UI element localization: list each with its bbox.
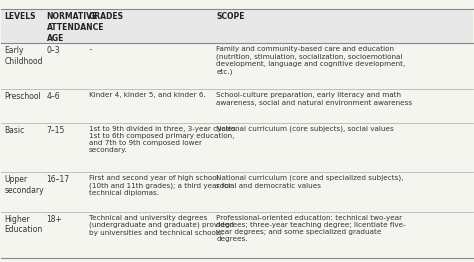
Bar xyxy=(1,9,473,43)
Text: Technical and university degrees
(undergraduate and graduate) provided
by univer: Technical and university degrees (underg… xyxy=(89,215,234,236)
Text: GRADES: GRADES xyxy=(89,12,124,21)
Text: Upper
secondary: Upper secondary xyxy=(4,175,44,195)
Text: Early
Childhood: Early Childhood xyxy=(4,46,43,66)
Text: School-culture preparation, early literacy and math
awareness, social and natura: School-culture preparation, early litera… xyxy=(216,92,412,106)
Text: Higher
Education: Higher Education xyxy=(4,215,43,234)
Text: NORMATIVE
ATTENDANCE
AGE: NORMATIVE ATTENDANCE AGE xyxy=(46,12,104,43)
Text: SCOPE: SCOPE xyxy=(216,12,245,21)
Text: 7–15: 7–15 xyxy=(46,126,65,135)
Text: Preschool: Preschool xyxy=(4,92,41,101)
Text: 16–17: 16–17 xyxy=(46,175,70,184)
Text: 0–3: 0–3 xyxy=(46,46,60,55)
Text: Family and community-based care and education
(nutrition, stimulation, socializa: Family and community-based care and educ… xyxy=(216,46,406,75)
Text: First and second year of high school
(10th and 11th grades); a third year for
te: First and second year of high school (10… xyxy=(89,175,232,196)
Text: National curriculum (core subjects), social values: National curriculum (core subjects), soc… xyxy=(216,126,394,132)
Text: National curriculum (core and specialized subjects),
social and democratic value: National curriculum (core and specialize… xyxy=(216,175,404,189)
Text: 4–6: 4–6 xyxy=(46,92,60,101)
Text: 1st to 9th divided in three, 3-year cycles.
1st to 6th composed primary educatio: 1st to 9th divided in three, 3-year cycl… xyxy=(89,126,238,154)
Text: 18+: 18+ xyxy=(46,215,63,224)
Text: Basic: Basic xyxy=(4,126,25,135)
Text: Professional-oriented education: technical two-year
degrees; three-year teaching: Professional-oriented education: technic… xyxy=(216,215,406,242)
Text: –: – xyxy=(89,46,92,52)
Text: LEVELS: LEVELS xyxy=(4,12,36,21)
Text: Kinder 4, kinder 5, and kinder 6.: Kinder 4, kinder 5, and kinder 6. xyxy=(89,92,206,99)
